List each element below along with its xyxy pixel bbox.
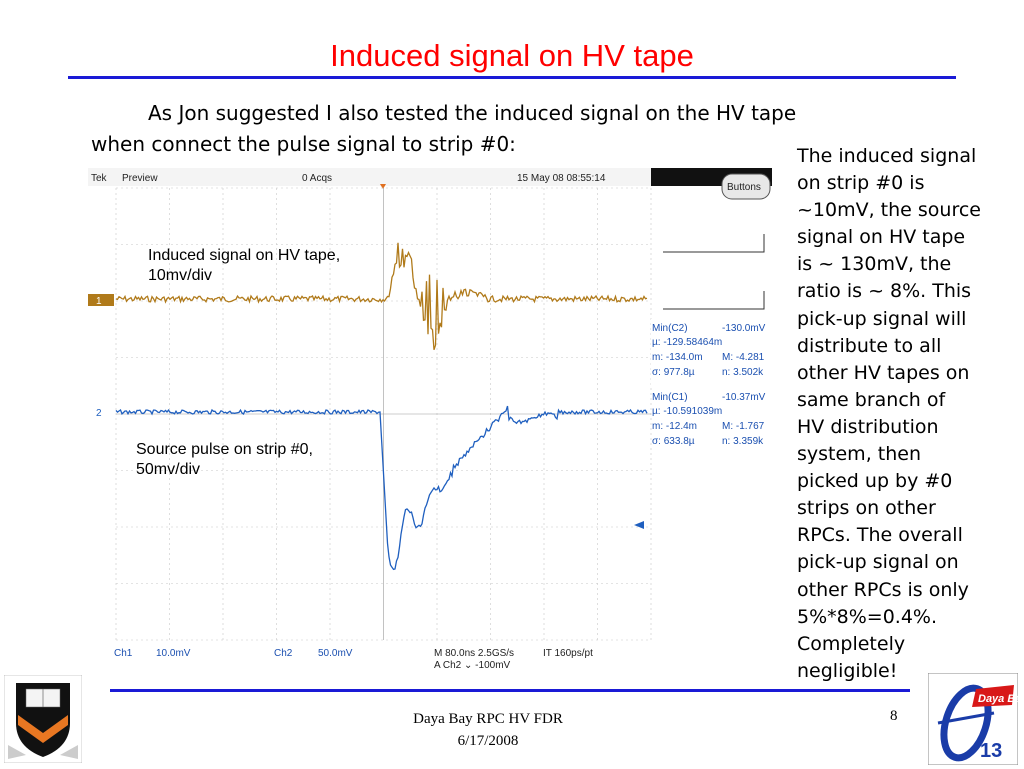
meas-c2-count: n: 3.502k — [722, 367, 764, 378]
meas-c1-max: M: -1.767 — [722, 421, 765, 432]
side-note: The induced signal on strip #0 is ~10mV,… — [797, 145, 981, 682]
bottom-trigger: A Ch2 ⌄ -100mV — [434, 660, 511, 671]
ch1-marker — [88, 294, 114, 306]
intro-line-2: when connect the pulse signal to strip #… — [91, 132, 516, 156]
scope-graticule — [115, 187, 652, 641]
meas-c2-box — [651, 319, 772, 387]
title-divider — [68, 76, 956, 79]
annotation-source-pulse: Source pulse on strip #0, 50mv/div — [136, 441, 313, 478]
daya-bay-logo: Daya Bay 13 — [927, 672, 1024, 766]
footer-text: Daya Bay RPC HV FDR 6/17/2008 — [0, 708, 976, 752]
scope-acqs: 0 Acqs — [302, 173, 332, 184]
trigger-position-marker — [380, 184, 386, 189]
scope-display: Tek Preview 0 Acqs 15 May 08 08:55:14 Bu… — [88, 168, 772, 673]
footer-title: Daya Bay RPC HV FDR — [413, 711, 563, 727]
ch2-marker-label: 2 — [96, 408, 102, 419]
scope-datetime: 15 May 08 08:55:14 — [517, 173, 606, 184]
buttons-button[interactable] — [721, 173, 771, 200]
footer-divider — [110, 689, 910, 692]
bottom-ch1-label: Ch1 — [114, 648, 133, 659]
ch1-marker-label: 1 — [96, 296, 102, 307]
meas-c2-value: -130.0mV — [722, 323, 766, 334]
panel-bracket-1 — [663, 234, 765, 253]
scope-mode: Preview — [122, 173, 158, 184]
bottom-ch1-scale: 10.0mV — [156, 648, 191, 659]
ch2-trigger-level-marker — [634, 521, 644, 529]
page-number: 8 — [890, 708, 898, 724]
intro-line-1: As Jon suggested I also tested the induc… — [148, 101, 797, 125]
meas-c2-mean: µ: -129.58464m — [652, 337, 722, 348]
meas-c1-sigma: σ: 633.8µ — [652, 436, 695, 447]
meas-c2-title: Min(C2) — [652, 323, 688, 334]
meas-c1-count: n: 3.359k — [722, 436, 764, 447]
logo-text: Daya Bay — [978, 693, 1018, 705]
oscilloscope-screen: Tek Preview 0 Acqs 15 May 08 08:55:14 Bu… — [88, 168, 772, 673]
slide-title: Induced signal on HV tape — [330, 38, 694, 73]
meas-c2-max: M: -4.281 — [722, 352, 765, 363]
bottom-it: IT 160ps/pt — [543, 648, 593, 659]
annotation-induced-signal: Induced signal on HV tape, 10mv/div — [148, 247, 341, 284]
logo-number: 13 — [980, 740, 1002, 762]
ch2-waveform — [115, 405, 648, 571]
footer-date: 6/17/2008 — [457, 733, 519, 749]
meas-c2-min: m: -134.0m — [652, 352, 703, 363]
meas-c1-title: Min(C1) — [652, 392, 688, 403]
buttons-label: Buttons — [727, 182, 761, 193]
panel-bracket-2 — [663, 291, 765, 310]
princeton-shield-logo — [3, 674, 83, 764]
meas-c1-min: m: -12.4m — [652, 421, 697, 432]
scope-brand: Tek — [91, 173, 108, 184]
bottom-ch2-scale: 50.0mV — [318, 648, 353, 659]
meas-c2-sigma: σ: 977.8µ — [652, 367, 695, 378]
meas-c1-value: -10.37mV — [722, 392, 766, 403]
ch1-waveform — [115, 242, 648, 351]
bottom-timebase: M 80.0ns 2.5GS/s — [434, 648, 514, 659]
bottom-ch2-label: Ch2 — [274, 648, 293, 659]
meas-c1-mean: µ: -10.591039m — [652, 406, 722, 417]
